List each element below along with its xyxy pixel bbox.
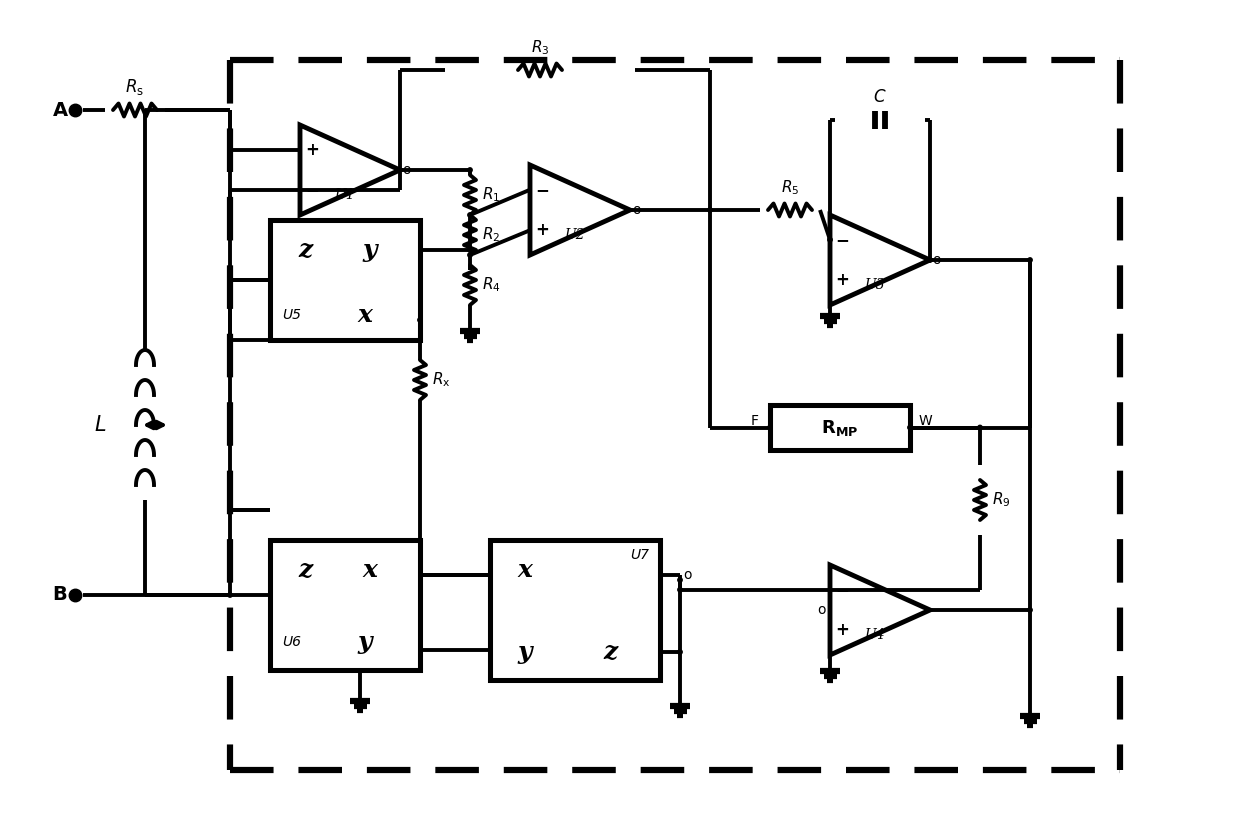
Text: U3: U3: [864, 278, 885, 291]
Circle shape: [678, 587, 682, 592]
Text: y: y: [518, 640, 532, 664]
Circle shape: [908, 425, 913, 430]
Circle shape: [228, 278, 232, 282]
Circle shape: [678, 578, 682, 582]
Text: U4: U4: [864, 627, 885, 642]
Circle shape: [467, 253, 472, 257]
Text: $R_{\rm s}$: $R_{\rm s}$: [125, 77, 145, 97]
Circle shape: [978, 425, 982, 430]
Text: U2: U2: [564, 228, 585, 242]
Circle shape: [467, 213, 472, 218]
Text: o: o: [402, 163, 410, 177]
Text: y: y: [358, 630, 372, 654]
Circle shape: [678, 650, 682, 654]
Bar: [490, 540, 660, 680]
Text: U7: U7: [630, 548, 650, 562]
Text: W: W: [918, 413, 932, 428]
Text: U1: U1: [335, 188, 356, 202]
Text: $R_9$: $R_9$: [992, 491, 1011, 509]
Text: $L$: $L$: [94, 415, 107, 435]
Text: x: x: [517, 558, 532, 582]
Text: −: −: [305, 181, 319, 199]
Text: $C$: $C$: [873, 89, 887, 106]
Text: −: −: [835, 231, 849, 249]
Text: +: +: [835, 271, 849, 289]
Bar: [770, 405, 910, 450]
Text: −: −: [835, 580, 849, 599]
Text: $R_{\rm x}$: $R_{\rm x}$: [432, 370, 450, 390]
Text: y: y: [363, 238, 377, 262]
Circle shape: [228, 593, 232, 597]
Text: x: x: [357, 303, 372, 327]
Text: −: −: [534, 181, 549, 199]
Circle shape: [467, 248, 472, 252]
Circle shape: [1028, 258, 1032, 262]
Circle shape: [418, 318, 422, 323]
Text: x: x: [362, 558, 377, 582]
Text: o: o: [932, 253, 940, 267]
Circle shape: [828, 238, 832, 242]
Text: F: F: [751, 413, 759, 428]
Text: $R_5$: $R_5$: [781, 178, 799, 197]
Text: o: o: [632, 203, 641, 217]
Text: $R_2$: $R_2$: [482, 226, 500, 244]
Text: U6: U6: [283, 635, 301, 649]
Circle shape: [1028, 608, 1032, 612]
Circle shape: [708, 207, 712, 213]
Text: $R_3$: $R_3$: [531, 39, 549, 57]
Text: +: +: [305, 141, 319, 159]
Text: +: +: [835, 622, 849, 639]
Text: o: o: [683, 568, 692, 582]
Circle shape: [228, 508, 232, 512]
Bar: [270, 220, 420, 340]
Text: +: +: [534, 221, 549, 239]
Text: $R_1$: $R_1$: [482, 186, 500, 204]
Circle shape: [928, 258, 932, 262]
Text: A: A: [52, 101, 67, 119]
Text: o: o: [817, 603, 826, 617]
Circle shape: [467, 168, 472, 172]
Circle shape: [768, 425, 773, 430]
Bar: [270, 540, 420, 670]
Text: B: B: [52, 585, 67, 605]
Text: z: z: [298, 558, 312, 582]
Text: z: z: [298, 238, 312, 262]
Text: $R_4$: $R_4$: [482, 276, 501, 294]
Text: z: z: [603, 640, 618, 664]
Text: U5: U5: [283, 308, 301, 322]
Text: $\mathbf{R}_{\mathbf{MP}}$: $\mathbf{R}_{\mathbf{MP}}$: [821, 417, 858, 438]
